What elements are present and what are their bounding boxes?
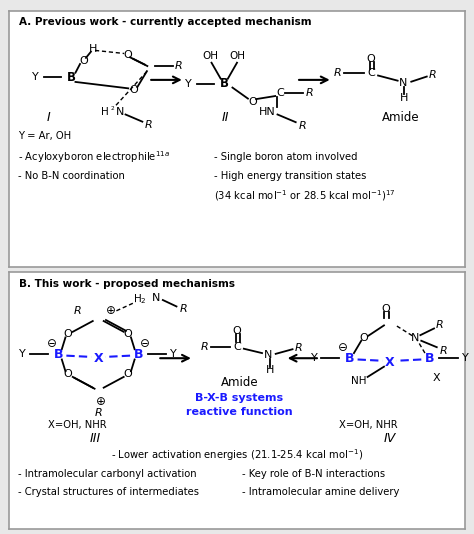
- Text: (34 kcal mol$^{-1}$ or 28.5 kcal mol$^{-1}$)$^{17}$: (34 kcal mol$^{-1}$ or 28.5 kcal mol$^{-…: [214, 188, 396, 202]
- Text: Y: Y: [310, 353, 317, 363]
- Text: $_2$: $_2$: [110, 104, 116, 113]
- Text: R: R: [429, 70, 437, 80]
- Text: - Crystal structures of intermediates: - Crystal structures of intermediates: [18, 487, 199, 497]
- Text: O: O: [123, 50, 132, 60]
- Text: X=OH, NHR: X=OH, NHR: [48, 420, 107, 430]
- Text: N: N: [264, 350, 272, 360]
- Text: Amide: Amide: [382, 111, 419, 123]
- Text: H$_2$: H$_2$: [133, 293, 147, 307]
- Text: ⊖: ⊖: [46, 337, 56, 350]
- Text: OH: OH: [229, 51, 245, 60]
- Text: B: B: [66, 71, 75, 84]
- Text: O: O: [382, 304, 390, 314]
- Text: - Key role of B-N interactions: - Key role of B-N interactions: [243, 468, 385, 478]
- Text: C: C: [367, 68, 375, 78]
- Text: X: X: [432, 373, 440, 383]
- Text: O: O: [233, 326, 241, 336]
- Text: reactive function: reactive function: [186, 407, 292, 417]
- Text: O: O: [124, 370, 133, 379]
- Text: B: B: [425, 352, 434, 365]
- Text: Amide: Amide: [220, 376, 258, 389]
- Text: - Acyloxyboron electrophile$^{11a}$: - Acyloxyboron electrophile$^{11a}$: [18, 149, 170, 164]
- Text: Y: Y: [19, 349, 26, 359]
- Text: R: R: [145, 120, 152, 130]
- Text: N: N: [115, 107, 124, 117]
- Text: R: R: [439, 345, 447, 356]
- Text: ⊕: ⊕: [106, 304, 116, 317]
- Text: C: C: [276, 89, 283, 98]
- Text: R: R: [74, 306, 82, 316]
- Text: IV: IV: [383, 432, 396, 445]
- Text: R: R: [180, 304, 188, 314]
- Text: O: O: [367, 53, 375, 64]
- Text: Y = Ar, OH: Y = Ar, OH: [18, 131, 71, 142]
- Text: O: O: [129, 84, 138, 95]
- Text: R: R: [294, 343, 302, 352]
- Text: O: O: [248, 97, 257, 107]
- Text: O: O: [64, 329, 73, 340]
- Text: I: I: [46, 111, 50, 123]
- Text: H: H: [400, 93, 408, 103]
- Text: H: H: [101, 107, 109, 117]
- Text: ⊕: ⊕: [96, 395, 105, 408]
- Text: B. This work - proposed mechanisms: B. This work - proposed mechanisms: [18, 279, 235, 289]
- Text: O: O: [64, 370, 73, 379]
- Text: R: R: [305, 89, 313, 98]
- Text: O: O: [124, 329, 133, 340]
- Text: Y: Y: [185, 78, 192, 89]
- Text: X: X: [384, 356, 394, 368]
- Text: R: R: [201, 342, 208, 352]
- Text: NH: NH: [351, 375, 366, 386]
- Text: B: B: [345, 352, 354, 365]
- Text: N: N: [152, 293, 161, 303]
- Text: R: R: [333, 68, 341, 78]
- Text: O: O: [79, 57, 88, 66]
- Text: R: R: [94, 409, 102, 418]
- Text: - No B-N coordination: - No B-N coordination: [18, 171, 125, 181]
- Text: Y: Y: [32, 72, 39, 82]
- Text: N: N: [399, 78, 407, 88]
- Text: ⊖: ⊖: [140, 337, 150, 350]
- Text: Y: Y: [462, 353, 468, 363]
- Text: H: H: [265, 365, 274, 375]
- Text: HN: HN: [259, 107, 275, 117]
- Text: H: H: [89, 44, 97, 54]
- Text: C: C: [233, 342, 241, 352]
- Text: B: B: [220, 77, 229, 90]
- Text: A. Previous work - currently accepted mechanism: A. Previous work - currently accepted me…: [18, 17, 311, 27]
- Text: R: R: [299, 121, 306, 130]
- Text: - High energy transition states: - High energy transition states: [214, 171, 366, 181]
- Text: O: O: [360, 333, 368, 343]
- Text: B-X-B systems: B-X-B systems: [195, 393, 283, 403]
- Text: - Single boron atom involved: - Single boron atom involved: [214, 152, 358, 162]
- Text: - Intramolecular carbonyl activation: - Intramolecular carbonyl activation: [18, 468, 196, 478]
- Text: R: R: [175, 61, 182, 72]
- Text: II: II: [222, 111, 229, 123]
- Text: B: B: [134, 348, 143, 361]
- Text: X: X: [93, 352, 103, 365]
- Text: III: III: [90, 432, 100, 445]
- Text: - Lower activation energies (21.1-25.4 kcal mol$^{-1}$): - Lower activation energies (21.1-25.4 k…: [111, 447, 363, 463]
- Text: Y: Y: [170, 349, 177, 359]
- Text: ⊖: ⊖: [337, 341, 347, 354]
- Text: X=OH, NHR: X=OH, NHR: [339, 420, 398, 430]
- Text: B: B: [54, 348, 63, 361]
- Text: - Intramolecular amine delivery: - Intramolecular amine delivery: [243, 487, 400, 497]
- Text: OH: OH: [202, 51, 219, 60]
- Text: N: N: [411, 333, 419, 343]
- Text: R: R: [436, 320, 444, 331]
